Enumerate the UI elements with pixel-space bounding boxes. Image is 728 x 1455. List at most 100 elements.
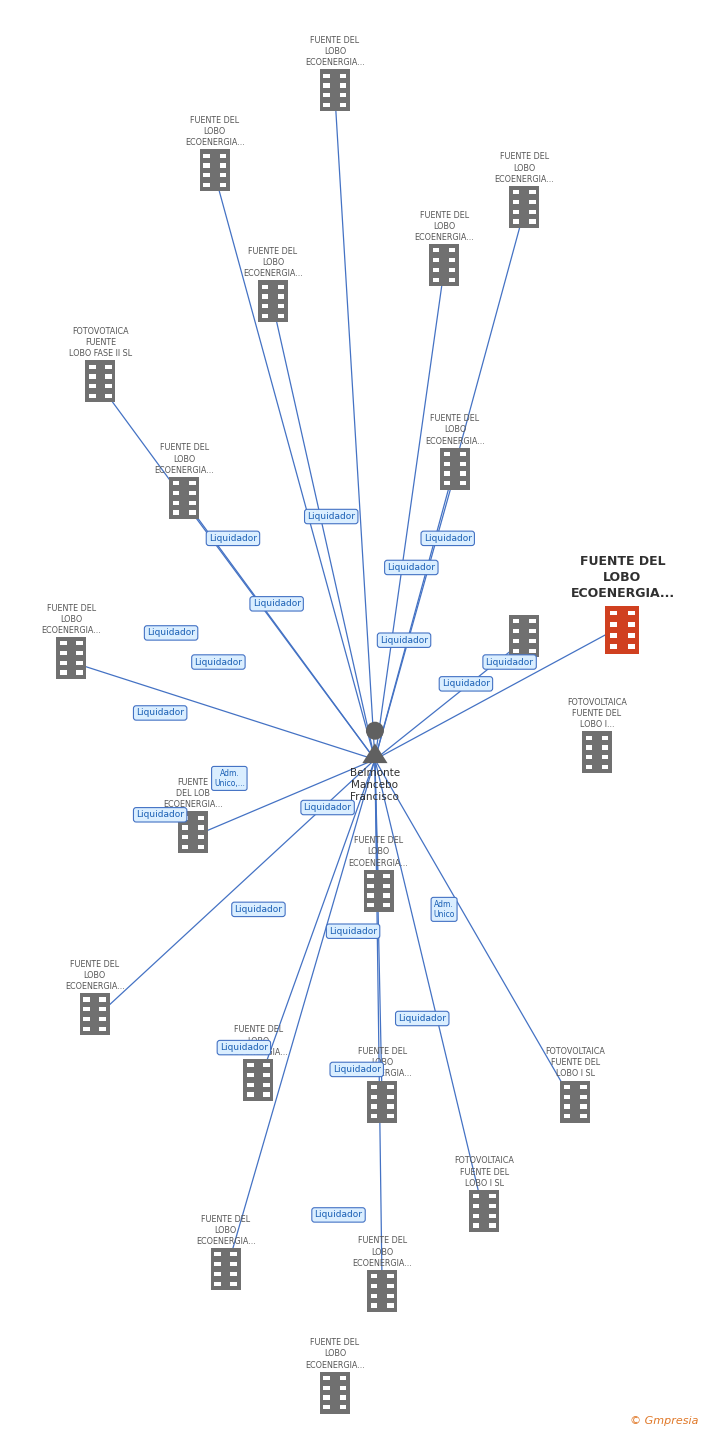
Bar — [432, 258, 439, 262]
Bar — [320, 70, 350, 112]
Bar — [580, 1115, 587, 1119]
Bar — [340, 93, 347, 97]
Bar — [189, 501, 196, 505]
Bar — [580, 1085, 587, 1088]
Text: Liquidador: Liquidador — [304, 803, 352, 812]
Bar — [449, 258, 456, 262]
Text: Liquidador: Liquidador — [234, 905, 282, 914]
Bar — [432, 278, 439, 282]
Bar — [472, 1213, 479, 1218]
Bar — [449, 249, 456, 252]
Bar — [367, 1081, 397, 1123]
Bar — [89, 365, 95, 368]
Bar — [323, 1385, 330, 1390]
Bar — [60, 650, 66, 655]
Bar — [449, 278, 456, 282]
Bar — [367, 883, 373, 888]
Bar — [60, 671, 66, 675]
Bar — [628, 645, 636, 649]
Bar — [489, 1213, 496, 1218]
Bar — [198, 845, 205, 850]
Bar — [261, 314, 268, 319]
Bar — [323, 1406, 330, 1410]
Bar — [231, 1282, 237, 1286]
Bar — [367, 904, 373, 908]
Text: FUENTE DEL
LOBO
ECOENERGIA...: FUENTE DEL LOBO ECOENERGIA... — [196, 1215, 256, 1245]
Text: Liquidador: Liquidador — [136, 810, 184, 819]
Bar — [100, 1027, 106, 1032]
Bar — [76, 661, 83, 665]
Bar — [387, 1094, 394, 1099]
Bar — [472, 1224, 479, 1228]
Bar — [489, 1224, 496, 1228]
Text: Liquidador: Liquidador — [136, 709, 184, 717]
Bar — [367, 1270, 397, 1312]
Bar — [513, 649, 519, 653]
Bar — [513, 191, 519, 194]
Bar — [323, 93, 330, 97]
Bar — [100, 1007, 106, 1011]
Bar — [210, 1248, 241, 1291]
Bar — [560, 1081, 590, 1123]
Bar — [432, 249, 439, 252]
Bar — [181, 816, 188, 819]
Bar — [429, 244, 459, 287]
Bar — [340, 1395, 347, 1400]
Bar — [189, 511, 196, 515]
Bar — [563, 1115, 570, 1119]
Text: Liquidador: Liquidador — [314, 1211, 363, 1219]
Text: FUENTE DEL
LOBO
ECOENERGIA...: FUENTE DEL LOBO ECOENERGIA... — [352, 1237, 412, 1267]
Bar — [181, 845, 188, 850]
Text: Liquidador: Liquidador — [380, 636, 428, 645]
Bar — [60, 661, 66, 665]
Bar — [220, 183, 226, 188]
Bar — [449, 268, 456, 272]
Bar — [529, 220, 536, 224]
Text: Liquidador: Liquidador — [253, 599, 301, 608]
Text: FOTOVOLTAICA
FUENTE DEL
LOBO I...: FOTOVOLTAICA FUENTE DEL LOBO I... — [567, 698, 627, 729]
Bar — [513, 620, 519, 623]
Bar — [169, 477, 199, 519]
Bar — [203, 163, 210, 167]
Bar — [606, 605, 639, 653]
Bar — [220, 163, 226, 167]
Bar — [371, 1104, 377, 1109]
Bar — [340, 83, 347, 87]
Text: Adm.
Unico,...: Adm. Unico,... — [214, 768, 245, 789]
Bar — [340, 1385, 347, 1390]
Bar — [580, 1104, 587, 1109]
Text: Liquidador: Liquidador — [209, 534, 257, 543]
Text: © Gmpresia: © Gmpresia — [630, 1416, 699, 1426]
Bar — [460, 471, 467, 476]
Bar — [563, 1104, 570, 1109]
Text: Liquidador: Liquidador — [387, 563, 435, 572]
Bar — [100, 1017, 106, 1021]
Bar — [189, 482, 196, 485]
Bar — [340, 1406, 347, 1410]
Text: FOTOVOLTAICA
FUENTE DEL
LOBO I SL: FOTOVOLTAICA FUENTE DEL LOBO I SL — [545, 1048, 605, 1078]
Text: Liquidador: Liquidador — [329, 927, 377, 936]
Bar — [178, 812, 208, 854]
Bar — [264, 1064, 270, 1067]
Text: FUENTE DEL
LOBO
ECOENERGIA...: FUENTE DEL LOBO ECOENERGIA... — [305, 1339, 365, 1369]
Bar — [602, 736, 609, 739]
Bar — [340, 103, 347, 108]
Bar — [220, 154, 226, 157]
Text: Liquidador: Liquidador — [220, 1043, 268, 1052]
Text: FUENTE DEL
LOBO
ECOENERGIA...: FUENTE DEL LOBO ECOENERGIA... — [229, 1026, 288, 1056]
Bar — [384, 893, 390, 898]
Text: Adm.
Unico: Adm. Unico — [433, 899, 455, 920]
Bar — [83, 1027, 90, 1032]
Bar — [371, 1115, 377, 1119]
Bar — [440, 448, 470, 490]
Bar — [432, 268, 439, 272]
Bar — [247, 1083, 253, 1087]
Text: FUENTE DEL
LOBO
ECOENERGIA...: FUENTE DEL LOBO ECOENERGIA... — [41, 604, 101, 634]
Text: Liquidador: Liquidador — [486, 658, 534, 666]
Bar — [585, 736, 592, 739]
Text: Liquidador: Liquidador — [442, 679, 490, 688]
Bar — [83, 1007, 90, 1011]
Bar — [371, 1283, 377, 1288]
Bar — [106, 365, 112, 368]
Bar — [231, 1272, 237, 1276]
